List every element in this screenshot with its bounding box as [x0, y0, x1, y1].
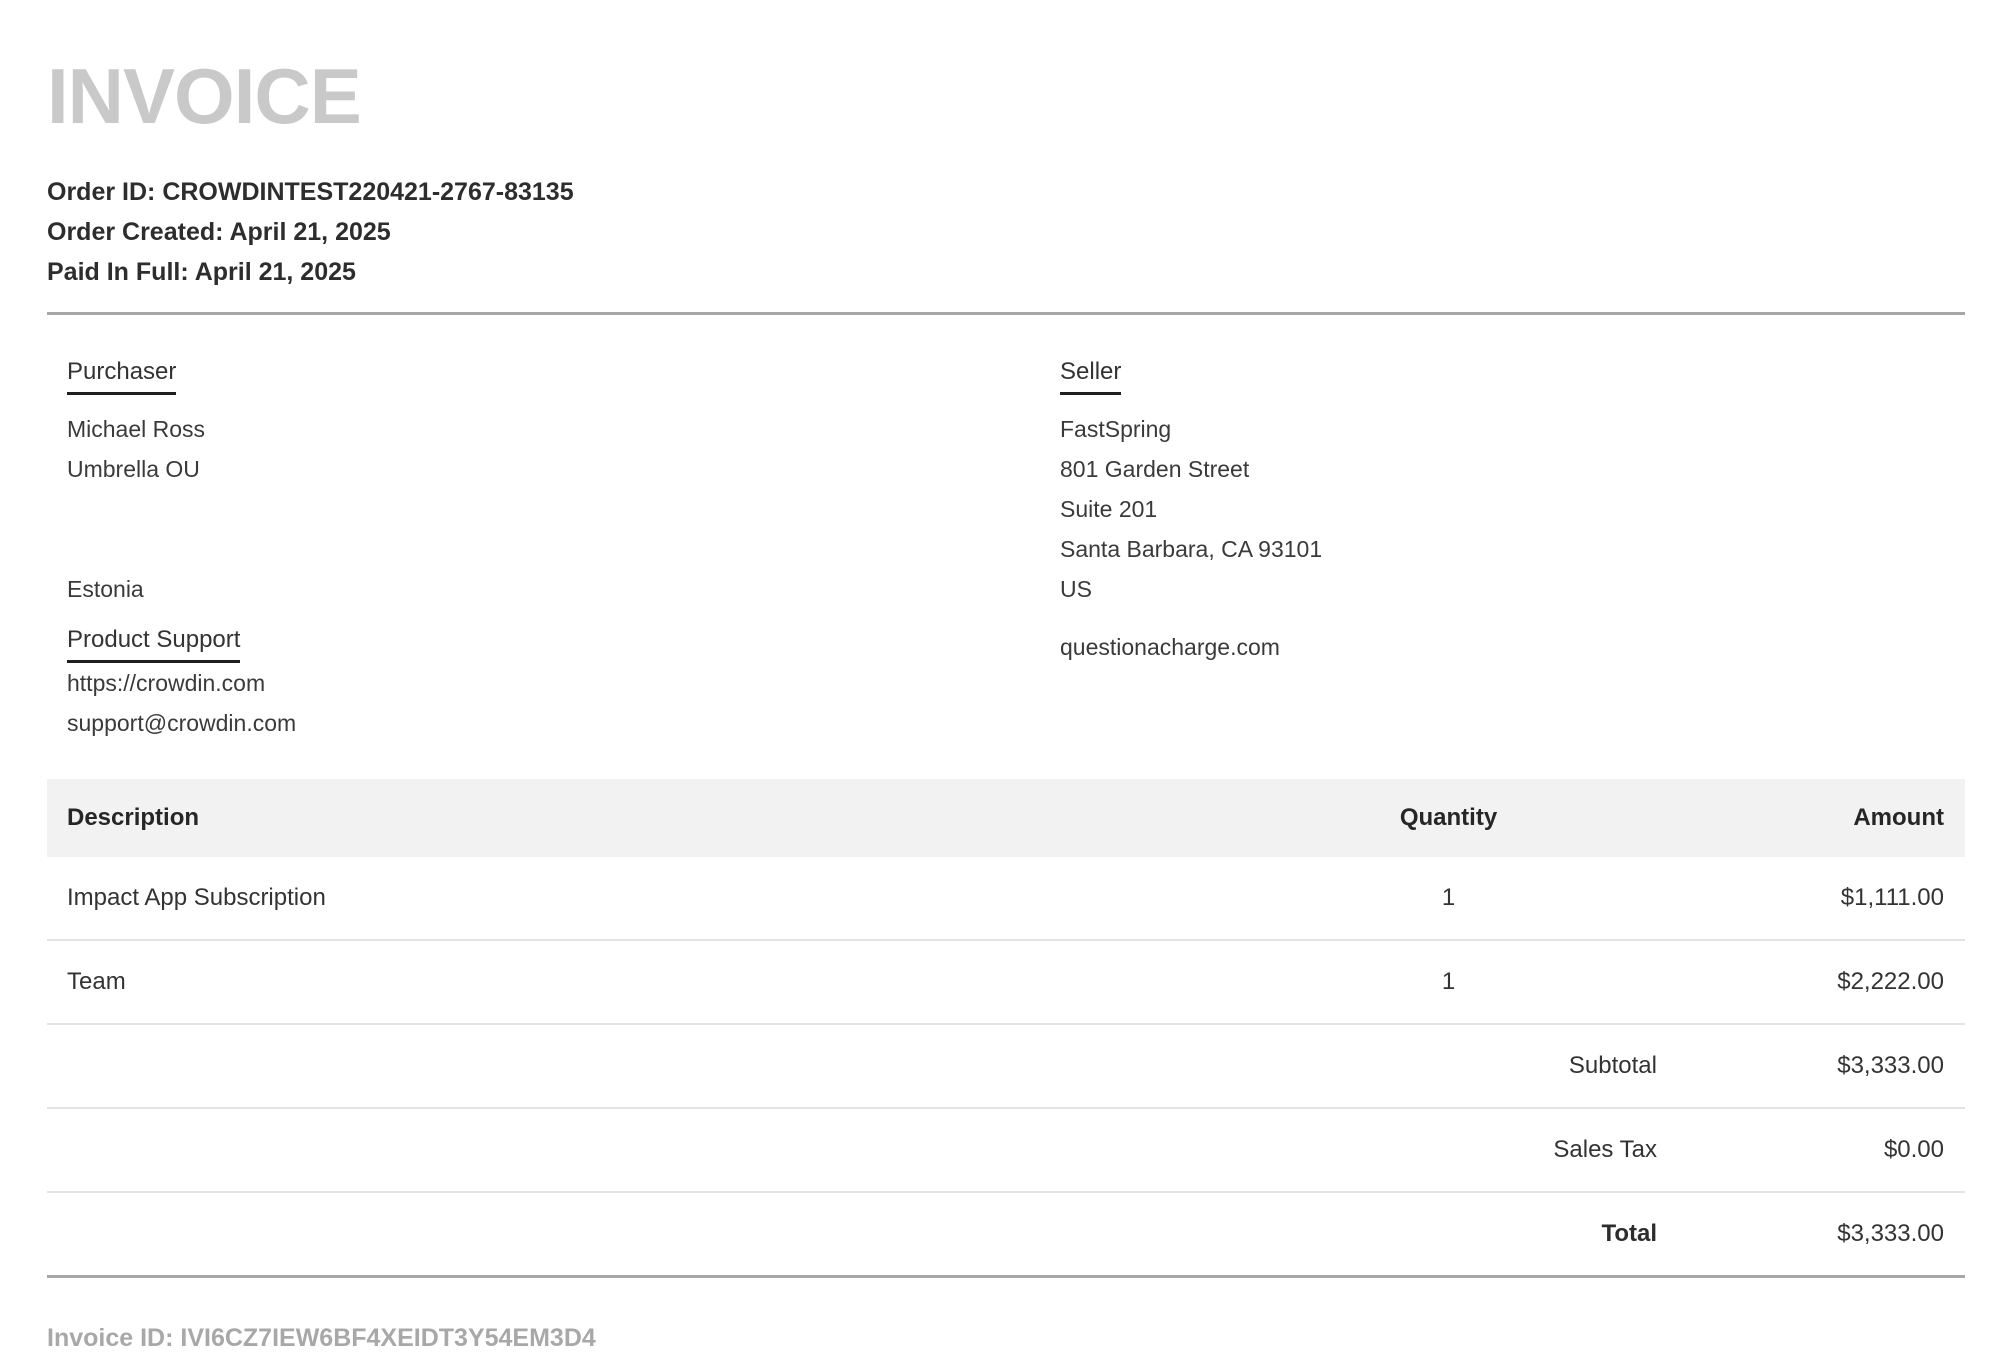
- row-description: Team: [67, 968, 126, 996]
- table-row: Impact App Subscription 1 $1,111.00: [47, 857, 1965, 942]
- paid-in-full-label: Paid In Full:: [47, 258, 189, 287]
- subtotal-amount: $3,333.00: [1837, 1052, 1944, 1080]
- total-amount: $3,333.00: [1837, 1220, 1944, 1248]
- product-support-url: https://crowdin.com: [67, 670, 266, 697]
- row-amount: $1,111.00: [1840, 884, 1944, 912]
- order-id-label: Order ID:: [47, 178, 156, 207]
- purchaser-company: Umbrella OU: [67, 456, 200, 483]
- subtotal-label: Subtotal: [1568, 1052, 1657, 1080]
- product-support-heading: Product Support: [67, 626, 241, 664]
- sales-tax-label: Sales Tax: [1553, 1136, 1657, 1164]
- seller-address: FastSpring 801 Garden Street Suite 201 S…: [1060, 409, 1965, 609]
- seller-statement-descriptor: questionacharge.com: [1060, 634, 1280, 661]
- purchaser-name: Michael Ross: [67, 416, 206, 443]
- product-support-email: support@crowdin.com: [67, 710, 297, 737]
- paid-in-full-value: April 21, 2025: [194, 258, 356, 287]
- invoice-id-value: IVI6CZ7IEW6BF4XEIDT3Y54EM3D4: [180, 1324, 596, 1353]
- invoice-id-label: Invoice ID:: [47, 1324, 174, 1353]
- order-created-line: Order Created: April 21, 2025: [47, 212, 1965, 252]
- line-items-table: Description Quantity Amount Impact App S…: [47, 779, 1965, 1279]
- purchaser-address-blank-2: [67, 529, 1040, 569]
- seller-section: Seller FastSpring 801 Garden Street Suit…: [1040, 351, 1965, 743]
- order-created-value: April 21, 2025: [229, 218, 391, 247]
- page-title: INVOICE: [47, 52, 362, 140]
- purchaser-country: Estonia: [67, 576, 144, 603]
- parties-section: Purchaser Michael Ross Umbrella OU Eston…: [47, 351, 1965, 743]
- invoice-id-footer: Invoice ID: IVI6CZ7IEW6BF4XEIDT3Y54EM3D4: [47, 1318, 1965, 1358]
- sales-tax-amount: $0.00: [1883, 1136, 1944, 1164]
- paid-in-full-line: Paid In Full: April 21, 2025: [47, 252, 1965, 292]
- total-label: Total: [1601, 1220, 1657, 1248]
- row-description: Impact App Subscription: [67, 884, 326, 912]
- seller-address-line1: 801 Garden Street: [1060, 456, 1250, 483]
- total-row: Total $3,333.00: [47, 1193, 1965, 1279]
- product-support-block: Product Support https://crowdin.com supp…: [67, 619, 1040, 743]
- header-divider: [47, 312, 1965, 316]
- seller-address-line2: Suite 201: [1060, 496, 1158, 523]
- header-amount: Amount: [1853, 804, 1944, 832]
- row-amount: $2,222.00: [1837, 968, 1944, 996]
- subtotal-row: Subtotal $3,333.00: [47, 1025, 1965, 1110]
- seller-country: US: [1060, 576, 1092, 603]
- purchaser-address: Michael Ross Umbrella OU Estonia: [67, 409, 1040, 609]
- order-id-value: CROWDINTEST220421-2767-83135: [162, 178, 574, 207]
- table-header-row: Description Quantity Amount: [47, 779, 1965, 858]
- order-info: Order ID: CROWDINTEST220421-2767-83135 O…: [47, 172, 1965, 292]
- seller-address-line3: Santa Barbara, CA 93101: [1060, 536, 1323, 563]
- row-quantity: 1: [1441, 884, 1456, 912]
- purchaser-heading: Purchaser: [67, 358, 177, 396]
- purchaser-section: Purchaser Michael Ross Umbrella OU Eston…: [47, 351, 1040, 743]
- seller-name: FastSpring: [1060, 416, 1172, 443]
- header-description: Description: [67, 804, 200, 832]
- purchaser-address-blank-1: [67, 489, 1040, 529]
- seller-heading: Seller: [1060, 358, 1122, 396]
- table-row: Team 1 $2,222.00: [47, 941, 1965, 1026]
- sales-tax-row: Sales Tax $0.00: [47, 1109, 1965, 1194]
- row-quantity: 1: [1441, 968, 1456, 996]
- order-id-line: Order ID: CROWDINTEST220421-2767-83135: [47, 172, 1965, 212]
- order-created-label: Order Created:: [47, 218, 224, 247]
- header-quantity: Quantity: [1399, 804, 1498, 832]
